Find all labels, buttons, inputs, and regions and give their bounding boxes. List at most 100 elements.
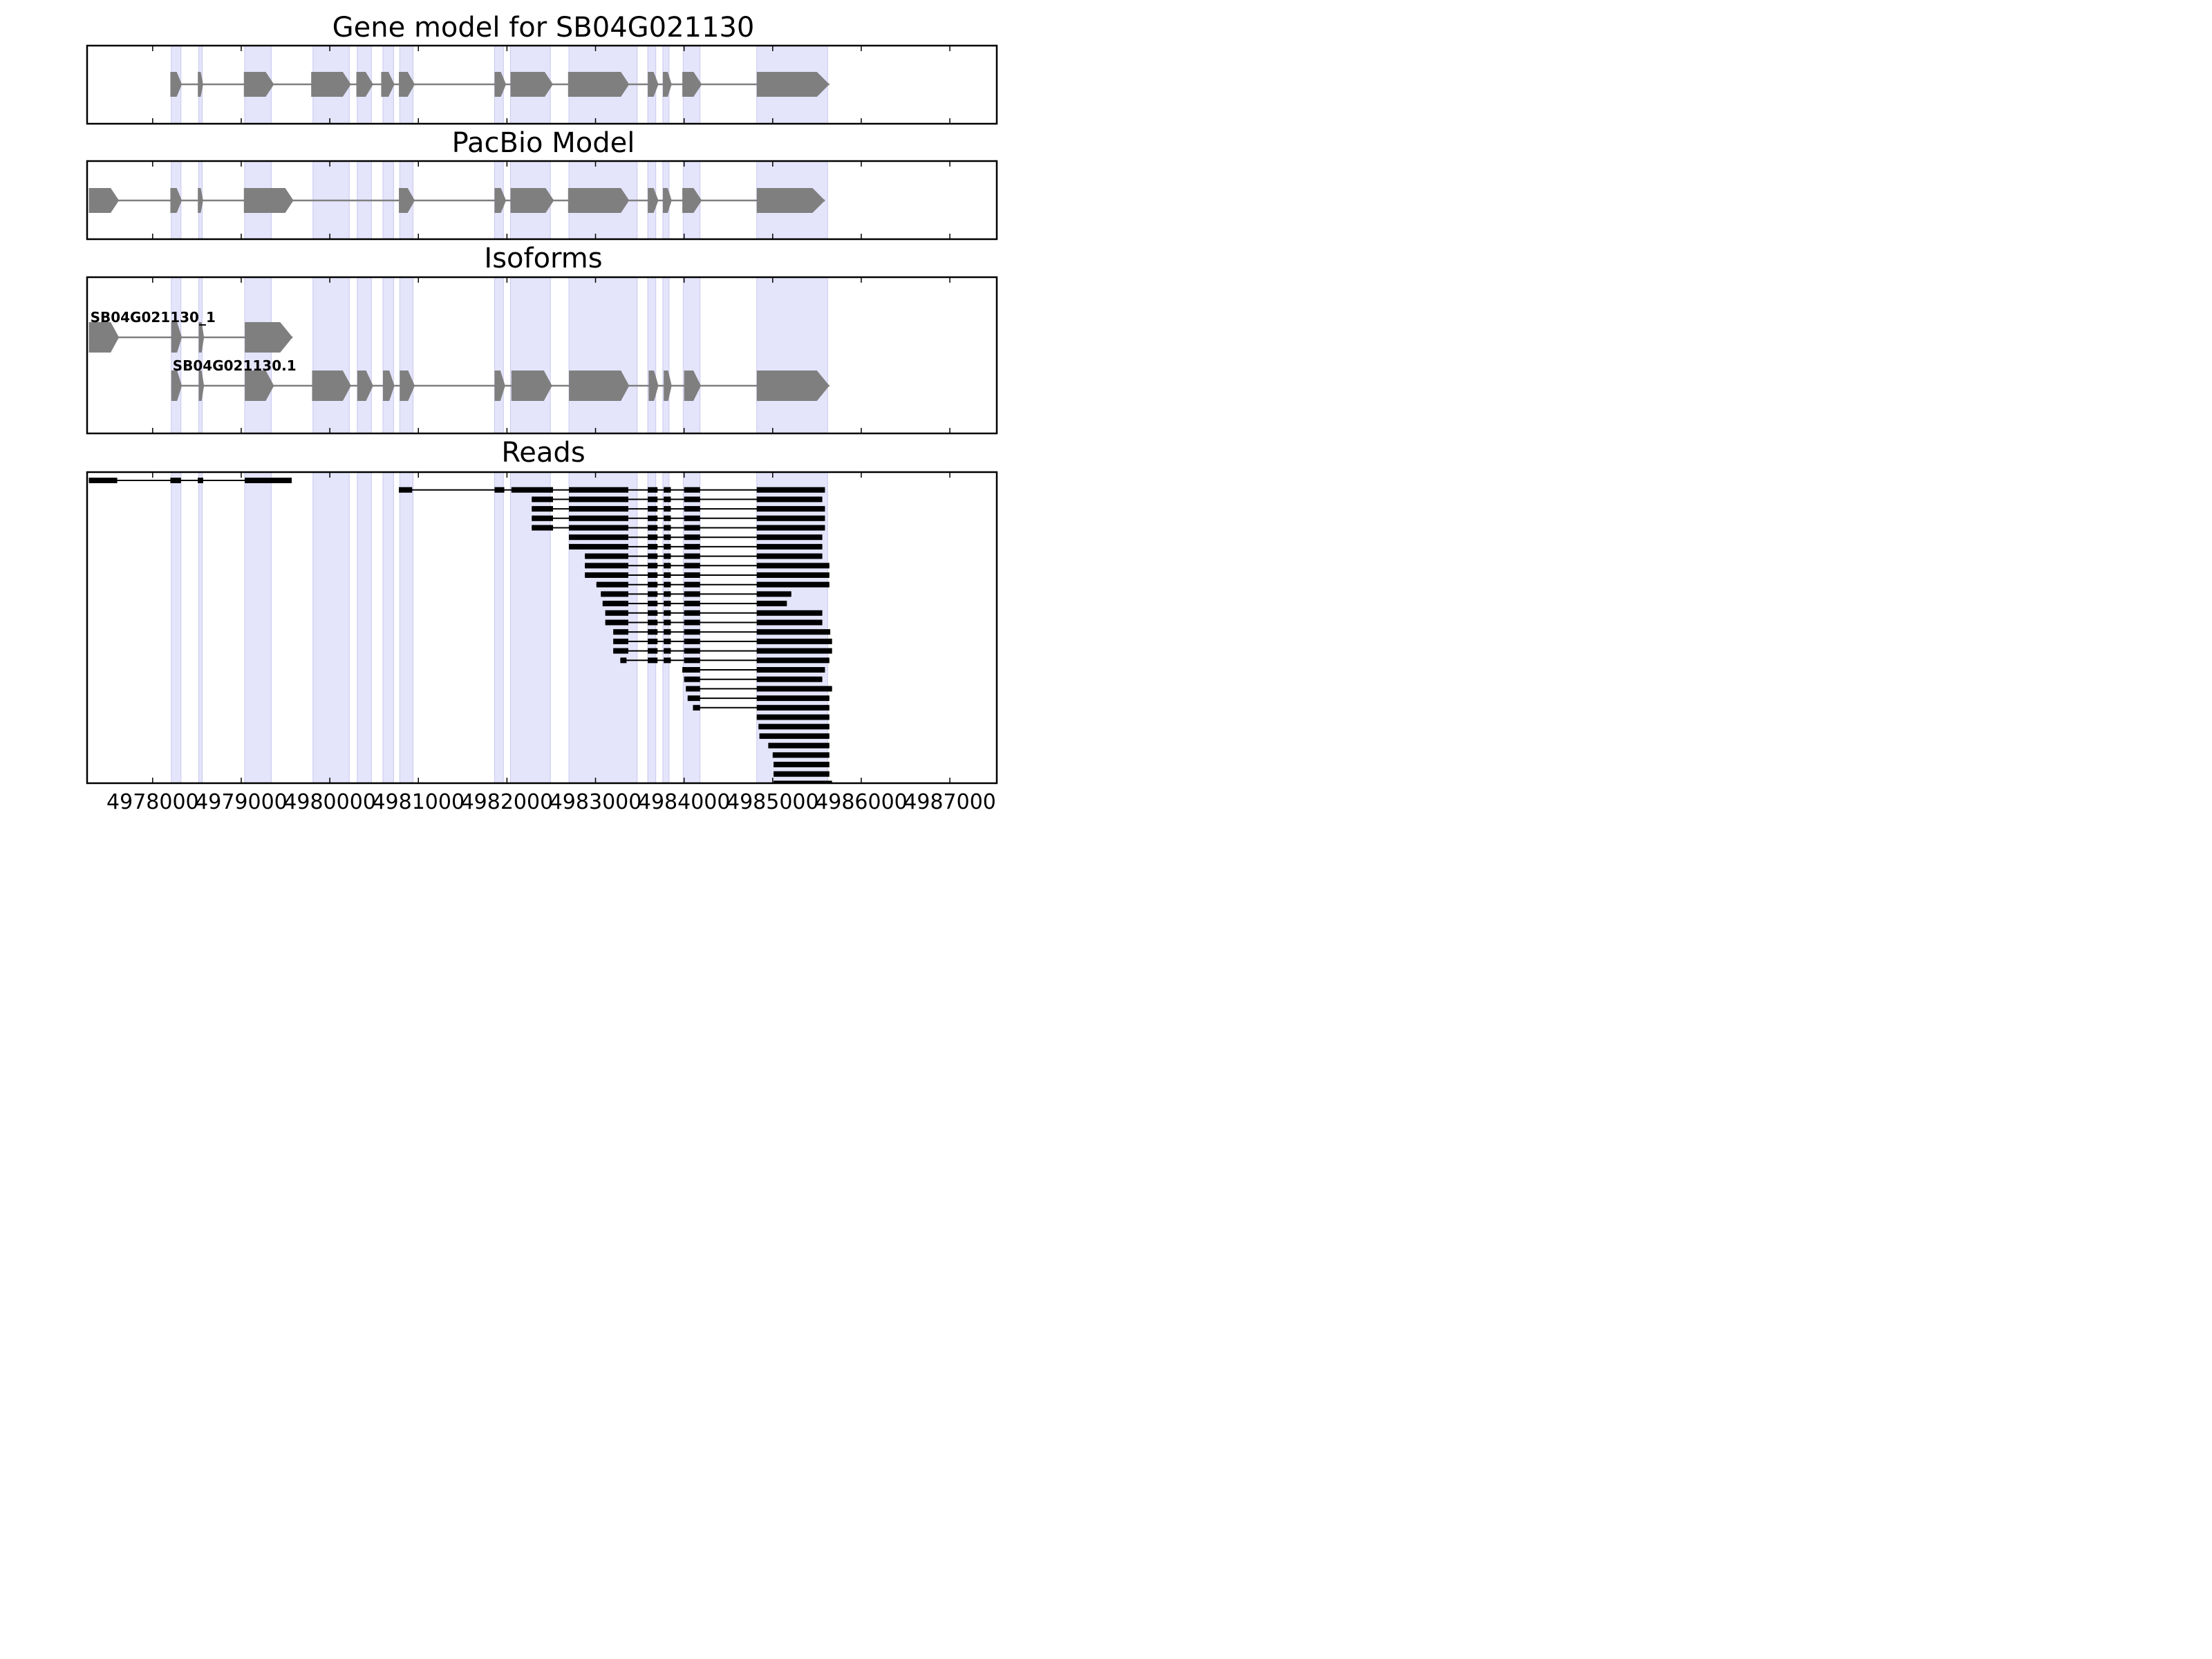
read-block — [774, 762, 830, 767]
pacbio-exon — [170, 188, 182, 213]
highlight-region — [647, 472, 657, 783]
isoforms-panel: SB04G021130_1 SB04G021130.1 — [86, 276, 998, 435]
read-block — [648, 619, 658, 626]
highlight-region — [510, 277, 551, 433]
read-block — [532, 496, 554, 503]
highlight-region — [494, 277, 504, 433]
read-block — [532, 525, 554, 531]
isoform-exon — [569, 371, 630, 401]
isoform-exon — [648, 371, 659, 401]
gene-model-exon — [510, 72, 554, 97]
read-block — [756, 543, 823, 550]
read-block — [756, 515, 825, 521]
read-block — [684, 515, 700, 521]
x-tick-label: 4984000 — [638, 790, 731, 813]
read-block — [772, 752, 830, 758]
highlight-region — [568, 277, 638, 433]
read — [620, 657, 830, 664]
gene-model-exon — [568, 72, 630, 97]
read-block — [756, 525, 825, 531]
gene-model-exon — [399, 72, 415, 97]
read-block — [774, 771, 830, 777]
read-block — [684, 506, 700, 512]
gene-structure-chart: Gene model for SB04G021130 PacBio Model … — [86, 12, 998, 814]
read — [774, 780, 832, 783]
highlight-region — [171, 277, 182, 433]
gene-model-panel — [86, 44, 998, 125]
read-block — [684, 572, 700, 578]
highlight-region — [312, 277, 350, 433]
highlight-region — [382, 472, 394, 783]
read-block — [569, 543, 628, 550]
isoform-label: SB04G021130.1 — [173, 357, 297, 374]
read — [774, 771, 830, 777]
read-block — [684, 676, 700, 682]
read-block — [569, 487, 628, 493]
read — [605, 619, 823, 626]
read — [684, 676, 823, 682]
read-block — [664, 638, 671, 644]
pacbio-exon — [682, 188, 702, 213]
isoform-exon — [400, 371, 415, 401]
read-block — [664, 543, 671, 550]
isoform-exon — [245, 322, 293, 353]
read — [758, 724, 830, 730]
read-block — [756, 629, 831, 635]
read-block — [684, 657, 700, 664]
read-block — [756, 572, 830, 578]
read-block — [686, 686, 700, 692]
x-tick-label: 4982000 — [461, 790, 554, 813]
highlight-region — [682, 472, 701, 783]
highlight-region — [198, 472, 203, 783]
read — [686, 686, 832, 692]
read — [569, 543, 823, 550]
pacbio-model-title: PacBio Model — [452, 127, 635, 159]
read-block — [569, 496, 628, 503]
read — [585, 572, 830, 578]
isoform-exon — [171, 322, 182, 353]
read-block — [648, 638, 658, 644]
x-tick-label: 4980000 — [283, 790, 376, 813]
read-block — [569, 525, 628, 531]
read-block — [648, 601, 658, 607]
read-block — [532, 506, 554, 512]
read-block — [648, 525, 658, 531]
read-block — [684, 581, 700, 588]
pacbio-exon — [510, 188, 554, 213]
read-block — [648, 563, 658, 569]
read — [772, 752, 830, 758]
read-block — [648, 534, 658, 541]
read-block — [648, 496, 658, 503]
read-block — [648, 657, 658, 664]
read — [605, 610, 823, 616]
highlight-region — [494, 472, 504, 783]
pacbio-exon — [568, 188, 630, 213]
read-block — [648, 553, 658, 559]
read-block — [756, 610, 823, 616]
read-block — [756, 676, 823, 682]
highlight-region — [510, 472, 551, 783]
read — [532, 496, 823, 503]
highlight-region — [198, 277, 203, 433]
read-block — [648, 581, 658, 588]
read-block — [664, 572, 671, 578]
isoform-exon — [312, 371, 351, 401]
read-block — [756, 581, 830, 588]
pacbio-exon — [648, 188, 659, 213]
read — [756, 714, 830, 720]
x-tick-label: 4986000 — [815, 790, 908, 813]
isoform-exon — [171, 371, 182, 401]
read-block — [756, 638, 832, 644]
read-block — [774, 780, 832, 783]
read-block — [756, 563, 830, 569]
read-block — [682, 667, 700, 673]
read-block — [648, 572, 658, 578]
read-block — [198, 478, 203, 483]
read-block — [613, 638, 628, 644]
read-block — [569, 534, 628, 541]
pacbio-exon — [662, 188, 672, 213]
read-block — [756, 657, 830, 664]
x-tick-label: 4978000 — [106, 790, 199, 813]
read-block — [620, 657, 627, 664]
read-block — [648, 543, 658, 550]
